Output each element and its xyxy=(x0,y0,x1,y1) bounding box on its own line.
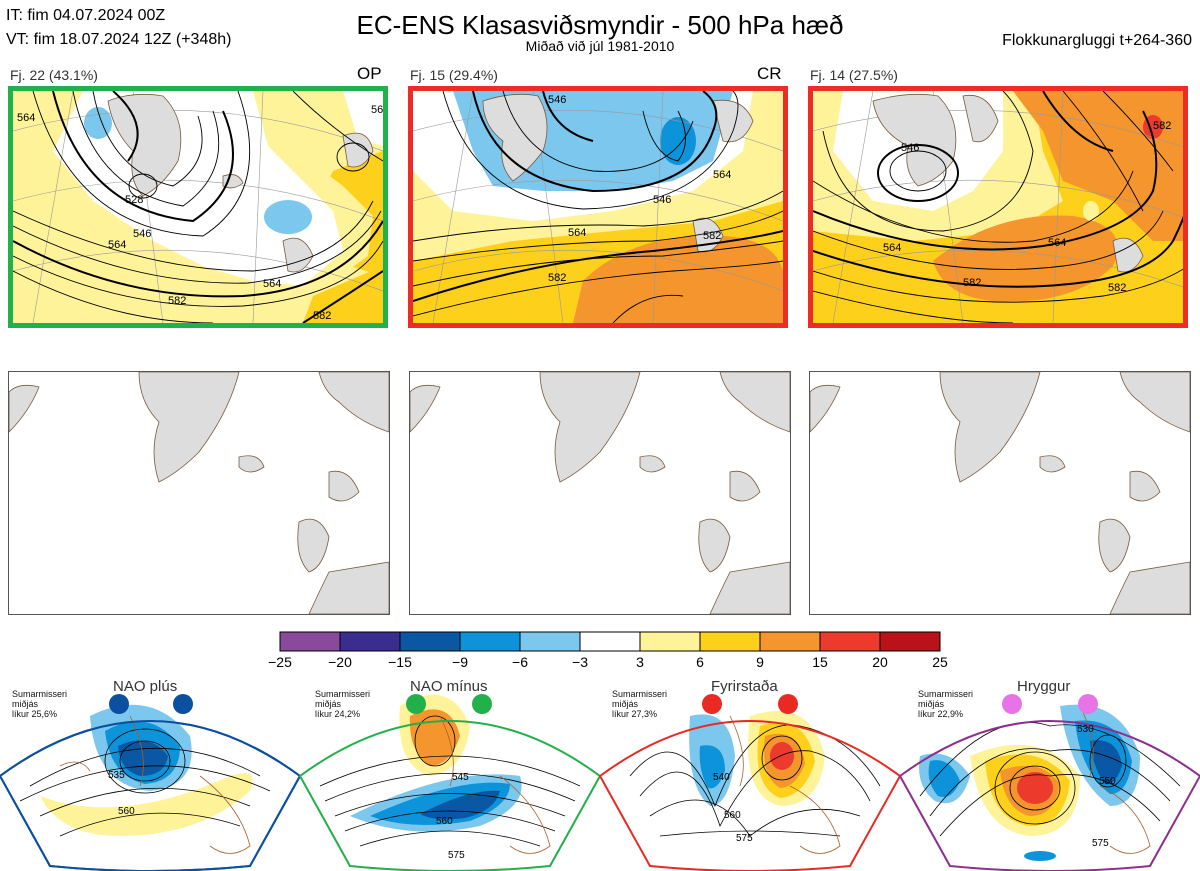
colorbar-tick-label: −25 xyxy=(268,654,292,670)
colorbar-segment xyxy=(459,631,521,652)
colorbar-segment xyxy=(639,631,701,652)
contour-label: 582 xyxy=(1153,120,1171,132)
regime-note-ridge: Sumarmisseri miðjás líkur 22,9% xyxy=(918,689,974,719)
page-subtitle: Miðað við júl 1981-2010 xyxy=(525,38,675,54)
contour-label: 564 xyxy=(108,239,126,251)
contour-label: 582 xyxy=(168,295,186,307)
colorbar-segment xyxy=(339,631,401,652)
regime-contour-label: 575 xyxy=(1092,838,1109,849)
cluster-1-tag: OP xyxy=(357,64,382,83)
contour-label: 564 xyxy=(17,112,35,124)
regime-blocking: 540 560 575 xyxy=(598,694,902,871)
colorbar-segment xyxy=(879,631,941,652)
contour-label: 564 xyxy=(568,227,586,239)
regime-title-blocking: Fyrirstaða xyxy=(711,678,778,695)
colorbar-tick-label: 6 xyxy=(696,654,704,670)
regime-marker xyxy=(778,694,798,714)
contour-label: 546 xyxy=(901,142,919,154)
colorbar-tick-label: 20 xyxy=(872,654,888,670)
regime-marker xyxy=(1078,694,1098,714)
empty-map-1 xyxy=(8,371,390,615)
colorbar-tick-label: 3 xyxy=(636,654,644,670)
colorbar-segment xyxy=(279,631,341,652)
regime-title-nao-minus: NAO mínus xyxy=(410,678,488,695)
cluster-2-tag: CR xyxy=(757,64,782,83)
page-title: EC-ENS Klasasviðsmyndir - 500 hPa hæð xyxy=(356,10,844,40)
regime-marker xyxy=(406,694,426,714)
colorbar-segment xyxy=(579,631,641,652)
colorbar-segment xyxy=(519,631,581,652)
colorbar: −25 −20 −15 −9 −6 −3 3 6 9 15 20 25 xyxy=(268,631,948,670)
contour-label: 582 xyxy=(313,310,331,322)
contour-label: 546 xyxy=(653,194,671,206)
regime-marker xyxy=(109,694,129,714)
regime-contour-label: 550 xyxy=(1099,776,1116,787)
regime-contour-label: 560 xyxy=(724,810,741,821)
cluster-window: Flokkunargluggi t+264-360 xyxy=(1002,32,1192,49)
regime-contour-label: 530 xyxy=(1077,724,1094,735)
regime-title-ridge: Hryggur xyxy=(1017,678,1071,695)
regime-note-blocking: Sumarmisseri miðjás líkur 27,3% xyxy=(612,689,668,719)
colorbar-tick-label: 15 xyxy=(812,654,828,670)
contour-label: 564 xyxy=(371,104,383,116)
contour-label: 582 xyxy=(1108,282,1126,294)
cluster-1-map: 564 546 528 564 582 564 564 582 xyxy=(8,86,388,328)
regime-nao-minus: 545 560 575 xyxy=(298,694,602,871)
colorbar-tick-label: −3 xyxy=(572,654,588,670)
cluster-1-label: Fj. 22 (43.1%) xyxy=(10,67,98,83)
valid-time: VT: fim 18.07.2024 12Z (+348h) xyxy=(6,31,232,48)
cluster-2-label: Fj. 15 (29.4%) xyxy=(410,67,498,83)
colorbar-tick-label: 25 xyxy=(932,654,948,670)
colorbar-segment xyxy=(819,631,881,652)
colorbar-tick-label: −6 xyxy=(512,654,528,670)
colorbar-tick-label: −9 xyxy=(452,654,468,670)
regime-contour-label: 535 xyxy=(108,770,125,781)
regime-marker xyxy=(702,694,722,714)
regime-ridge: 530 550 575 xyxy=(898,694,1200,871)
weather-regimes: 535 560 545 560 575 xyxy=(0,694,1200,871)
regime-marker xyxy=(1002,694,1022,714)
contour-label: 564 xyxy=(1048,237,1066,249)
regime-contour-label: 560 xyxy=(436,816,453,827)
regime-marker xyxy=(472,694,492,714)
contour-label: 546 xyxy=(133,228,151,240)
contour-label: 582 xyxy=(963,277,981,289)
cluster-3-map: 582 546 564 564 582 582 xyxy=(808,86,1188,328)
contour-label: 564 xyxy=(713,169,731,181)
cluster-3-label: Fj. 14 (27.5%) xyxy=(810,67,898,83)
initial-time: IT: fim 04.07.2024 00Z xyxy=(6,7,166,24)
cluster-2-map: 546 564 546 564 582 582 xyxy=(408,86,788,328)
regime-title-nao-plus: NAO plús xyxy=(113,678,178,695)
empty-map-3 xyxy=(809,371,1191,615)
colorbar-tick-label: −20 xyxy=(328,654,352,670)
colorbar-tick-label: −15 xyxy=(388,654,412,670)
regime-note-nao-plus: Sumarmisseri miðjás líkur 25,6% xyxy=(12,689,68,719)
contour-label: 546 xyxy=(548,94,566,106)
contour-label: 582 xyxy=(548,272,566,284)
contour-label: 528 xyxy=(125,194,143,206)
contour-label: 564 xyxy=(263,278,281,290)
regime-contour-label: 575 xyxy=(448,850,465,861)
regime-contour-label: 540 xyxy=(713,772,730,783)
contour-label: 564 xyxy=(883,242,901,254)
colorbar-segment xyxy=(759,631,821,652)
colorbar-segment xyxy=(699,631,761,652)
contour-label: 582 xyxy=(703,230,721,242)
empty-map-2 xyxy=(409,371,791,615)
regime-contour-label: 545 xyxy=(452,772,469,783)
regime-contour-label: 575 xyxy=(736,833,753,844)
colorbar-tick-label: 9 xyxy=(756,654,764,670)
regime-marker xyxy=(173,694,193,714)
regime-nao-plus: 535 560 xyxy=(0,694,302,871)
regime-note-nao-minus: Sumarmisseri miðjás líkur 24,2% xyxy=(315,689,371,719)
colorbar-segment xyxy=(399,631,461,652)
regime-contour-label: 560 xyxy=(118,806,135,817)
